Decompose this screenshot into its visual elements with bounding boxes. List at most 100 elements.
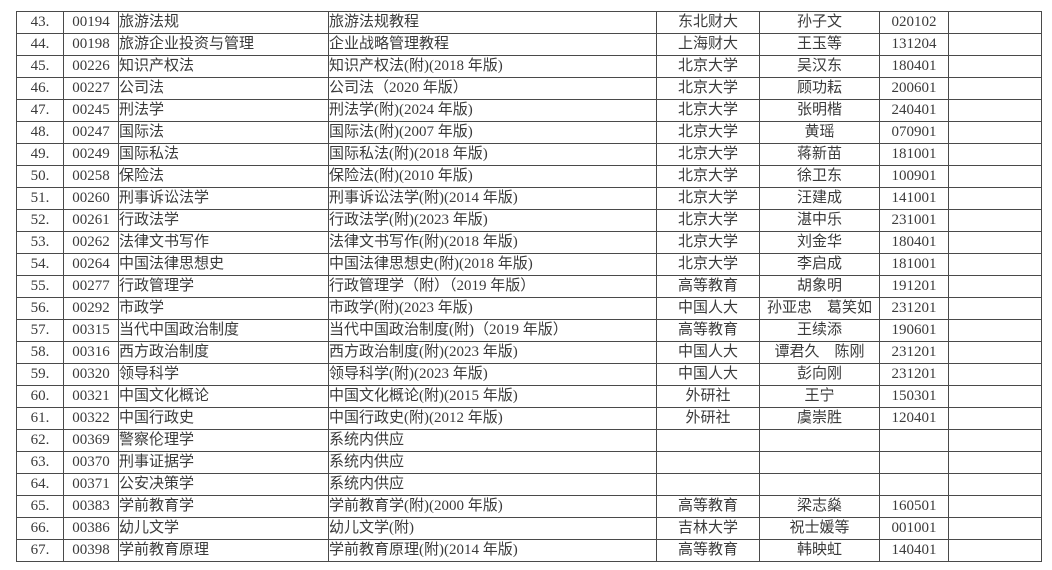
cell-note: [948, 11, 1042, 34]
cell-course-name: 学前教育学: [118, 495, 329, 518]
cell-textbook-name: 中国文化概论(附)(2015 年版): [328, 385, 657, 408]
cell-note: [948, 473, 1042, 496]
cell-textbook-name: 国际法(附)(2007 年版): [328, 121, 657, 144]
cell-textbook-name: 国际私法(附)(2018 年版): [328, 143, 657, 166]
cell-version-code: 181001: [879, 143, 949, 166]
cell-row-number: 64.: [16, 473, 64, 496]
cell-note: [948, 99, 1042, 122]
cell-course-name: 旅游法规: [118, 11, 329, 34]
cell-publisher: 上海财大: [656, 33, 760, 56]
cell-course-code: 00247: [63, 121, 119, 144]
cell-version-code: 180401: [879, 231, 949, 254]
cell-author: 吴汉东: [759, 55, 880, 78]
cell-version-code: 160501: [879, 495, 949, 518]
cell-version-code: 181001: [879, 253, 949, 276]
cell-course-name: 学前教育原理: [118, 539, 329, 562]
cell-version-code: 150301: [879, 385, 949, 408]
cell-textbook-name: 领导科学(附)(2023 年版): [328, 363, 657, 386]
cell-course-name: 刑法学: [118, 99, 329, 122]
cell-note: [948, 407, 1042, 430]
cell-author: 湛中乐: [759, 209, 880, 232]
cell-textbook-name: 当代中国政治制度(附)（2019 年版）: [328, 319, 657, 342]
cell-row-number: 61.: [16, 407, 64, 430]
cell-course-code: 00386: [63, 517, 119, 540]
table-row: 49. 00249 国际私法 国际私法(附)(2018 年版) 北京大学 蒋新苗…: [16, 143, 1042, 166]
cell-textbook-name: 行政管理学（附）（2019 年版）: [328, 275, 657, 298]
cell-row-number: 66.: [16, 517, 64, 540]
cell-course-name: 刑事诉讼法学: [118, 187, 329, 210]
cell-version-code: 070901: [879, 121, 949, 144]
cell-publisher: 高等教育: [656, 275, 760, 298]
cell-note: [948, 231, 1042, 254]
cell-publisher: 北京大学: [656, 165, 760, 188]
cell-row-number: 46.: [16, 77, 64, 100]
cell-publisher: 北京大学: [656, 143, 760, 166]
cell-textbook-name: 公司法（2020 年版）: [328, 77, 657, 100]
cell-note: [948, 451, 1042, 474]
cell-author: 李启成: [759, 253, 880, 276]
cell-textbook-name: 西方政治制度(附)(2023 年版): [328, 341, 657, 364]
cell-course-code: 00322: [63, 407, 119, 430]
cell-publisher: [656, 473, 760, 496]
table-row: 53. 00262 法律文书写作 法律文书写作(附)(2018 年版) 北京大学…: [16, 231, 1042, 254]
cell-textbook-name: 法律文书写作(附)(2018 年版): [328, 231, 657, 254]
cell-author: 孙子文: [759, 11, 880, 34]
table-row: 60. 00321 中国文化概论 中国文化概论(附)(2015 年版) 外研社 …: [16, 385, 1042, 408]
cell-publisher: 北京大学: [656, 121, 760, 144]
table-row: 57. 00315 当代中国政治制度 当代中国政治制度(附)（2019 年版） …: [16, 319, 1042, 342]
cell-course-code: 00261: [63, 209, 119, 232]
cell-course-code: 00260: [63, 187, 119, 210]
table-row: 46. 00227 公司法 公司法（2020 年版） 北京大学 顾功耘 2006…: [16, 77, 1042, 100]
cell-textbook-name: 保险法(附)(2010 年版): [328, 165, 657, 188]
cell-course-name: 市政学: [118, 297, 329, 320]
cell-course-name: 刑事证据学: [118, 451, 329, 474]
cell-author: 虞崇胜: [759, 407, 880, 430]
cell-row-number: 56.: [16, 297, 64, 320]
table-row: 43. 00194 旅游法规 旅游法规教程 东北财大 孙子文 020102: [16, 11, 1042, 34]
cell-note: [948, 429, 1042, 452]
cell-course-code: 00398: [63, 539, 119, 562]
cell-version-code: 231201: [879, 363, 949, 386]
cell-row-number: 51.: [16, 187, 64, 210]
cell-note: [948, 495, 1042, 518]
cell-author: 汪建成: [759, 187, 880, 210]
table-row: 56. 00292 市政学 市政学(附)(2023 年版) 中国人大 孙亚忠 葛…: [16, 297, 1042, 320]
table-row: 55. 00277 行政管理学 行政管理学（附）（2019 年版） 高等教育 胡…: [16, 275, 1042, 298]
cell-course-name: 西方政治制度: [118, 341, 329, 364]
cell-row-number: 65.: [16, 495, 64, 518]
cell-publisher: 高等教育: [656, 539, 760, 562]
cell-version-code: 140401: [879, 539, 949, 562]
cell-note: [948, 187, 1042, 210]
cell-course-code: 00245: [63, 99, 119, 122]
table-row: 47. 00245 刑法学 刑法学(附)(2024 年版) 北京大学 张明楷 2…: [16, 99, 1042, 122]
cell-publisher: 高等教育: [656, 319, 760, 342]
cell-course-name: 当代中国政治制度: [118, 319, 329, 342]
cell-version-code: 001001: [879, 517, 949, 540]
table-row: 63. 00370 刑事证据学 系统内供应: [16, 451, 1042, 474]
cell-row-number: 63.: [16, 451, 64, 474]
cell-textbook-name: 企业战略管理教程: [328, 33, 657, 56]
cell-publisher: 北京大学: [656, 209, 760, 232]
cell-version-code: 231201: [879, 297, 949, 320]
cell-publisher: 北京大学: [656, 99, 760, 122]
cell-note: [948, 341, 1042, 364]
cell-course-name: 警察伦理学: [118, 429, 329, 452]
cell-row-number: 58.: [16, 341, 64, 364]
cell-course-code: 00320: [63, 363, 119, 386]
cell-textbook-name: 学前教育原理(附)(2014 年版): [328, 539, 657, 562]
cell-course-name: 知识产权法: [118, 55, 329, 78]
cell-version-code: 020102: [879, 11, 949, 34]
cell-row-number: 59.: [16, 363, 64, 386]
cell-course-name: 国际法: [118, 121, 329, 144]
cell-textbook-name: 系统内供应: [328, 473, 657, 496]
cell-publisher: 北京大学: [656, 231, 760, 254]
cell-textbook-name: 刑事诉讼法学(附)(2014 年版): [328, 187, 657, 210]
cell-row-number: 44.: [16, 33, 64, 56]
cell-course-code: 00369: [63, 429, 119, 452]
table-row: 59. 00320 领导科学 领导科学(附)(2023 年版) 中国人大 彭向刚…: [16, 363, 1042, 386]
cell-textbook-name: 市政学(附)(2023 年版): [328, 297, 657, 320]
cell-author: 祝士媛等: [759, 517, 880, 540]
cell-author: 孙亚忠 葛笑如: [759, 297, 880, 320]
table-row: 58. 00316 西方政治制度 西方政治制度(附)(2023 年版) 中国人大…: [16, 341, 1042, 364]
